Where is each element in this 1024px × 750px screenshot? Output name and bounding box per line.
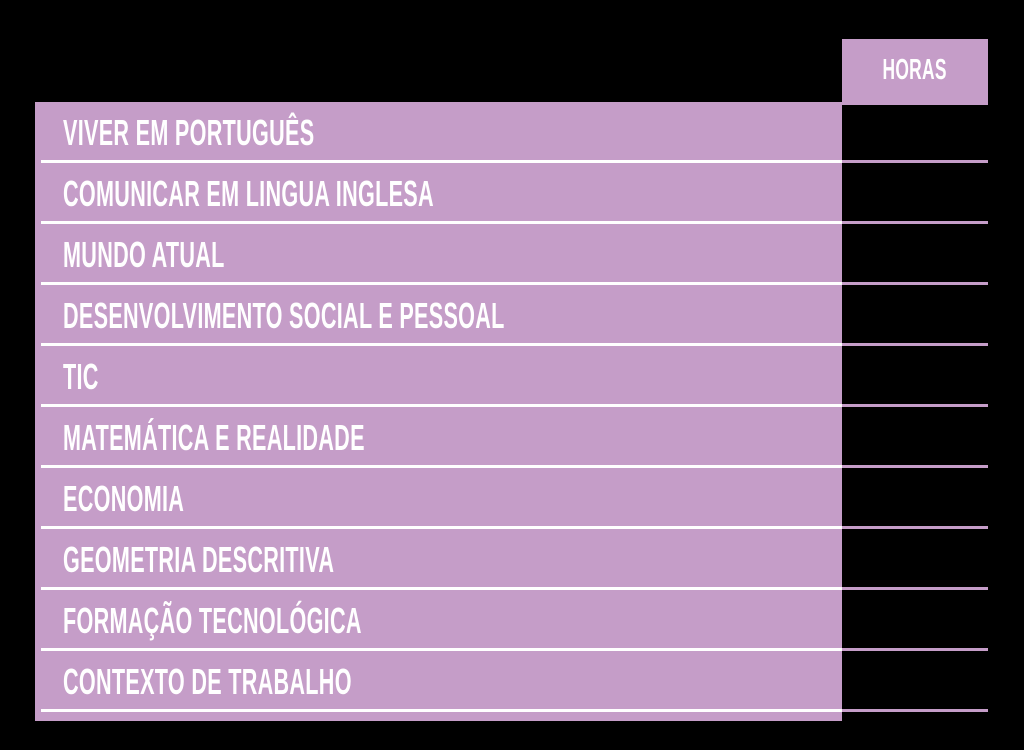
table-row: ECONOMIA	[35, 468, 988, 529]
table-row: VIVER EM PORTUGUÊS	[35, 102, 988, 163]
hours-cell	[842, 468, 988, 529]
table-row: COMUNICAR EM LINGUA INGLESA	[35, 163, 988, 224]
hours-column-header: HORAS	[842, 39, 988, 102]
hours-cell	[842, 529, 988, 590]
subject-cell: ECONOMIA	[35, 468, 842, 529]
hours-cell	[842, 285, 988, 346]
subject-cell: DESENVOLVIMENTO SOCIAL E PESSOAL	[35, 285, 842, 346]
table-row: MUNDO ATUAL	[35, 224, 988, 285]
hours-cell	[842, 163, 988, 224]
subject-cell: TIC	[35, 346, 842, 407]
subject-label: CONTEXTO DE TRABALHO	[63, 661, 352, 703]
slide-background: HORAS VIVER EM PORTUGUÊS COMUNICAR EM LI…	[0, 0, 1024, 750]
table-row: FORMAÇÃO TECNOLÓGICA	[35, 590, 988, 651]
hours-cell	[842, 346, 988, 407]
hours-cell	[842, 102, 988, 163]
subject-cell: FORMAÇÃO TECNOLÓGICA	[35, 590, 842, 651]
hours-cell	[842, 590, 988, 651]
subject-cell: COMUNICAR EM LINGUA INGLESA	[35, 163, 842, 224]
subject-label: VIVER EM PORTUGUÊS	[63, 112, 314, 154]
subject-cell: MUNDO ATUAL	[35, 224, 842, 285]
subject-label: ECONOMIA	[63, 478, 184, 520]
hours-column-header-label: HORAS	[883, 54, 947, 87]
table-row: MATEMÁTICA E REALIDADE	[35, 407, 988, 468]
table-row: CONTEXTO DE TRABALHO	[35, 651, 988, 712]
subject-cell: VIVER EM PORTUGUÊS	[35, 102, 842, 163]
hours-cell	[842, 224, 988, 285]
subject-label: COMUNICAR EM LINGUA INGLESA	[63, 173, 434, 215]
subject-label: GEOMETRIA DESCRITIVA	[63, 539, 334, 581]
curriculum-table: VIVER EM PORTUGUÊS COMUNICAR EM LINGUA I…	[35, 102, 988, 721]
hours-cell	[842, 407, 988, 468]
subject-label: FORMAÇÃO TECNOLÓGICA	[63, 600, 362, 642]
table-row: TIC	[35, 346, 988, 407]
table-row: GEOMETRIA DESCRITIVA	[35, 529, 988, 590]
table-row: DESENVOLVIMENTO SOCIAL E PESSOAL	[35, 285, 988, 346]
subject-cell: MATEMÁTICA E REALIDADE	[35, 407, 842, 468]
subject-cell: GEOMETRIA DESCRITIVA	[35, 529, 842, 590]
subject-label: TIC	[63, 356, 99, 398]
subject-cell: CONTEXTO DE TRABALHO	[35, 651, 842, 712]
subject-label: MUNDO ATUAL	[63, 234, 225, 276]
hours-cell	[842, 651, 988, 712]
truncated-next-row	[35, 712, 842, 721]
subject-label: MATEMÁTICA E REALIDADE	[63, 417, 365, 459]
subject-label: DESENVOLVIMENTO SOCIAL E PESSOAL	[63, 295, 505, 337]
